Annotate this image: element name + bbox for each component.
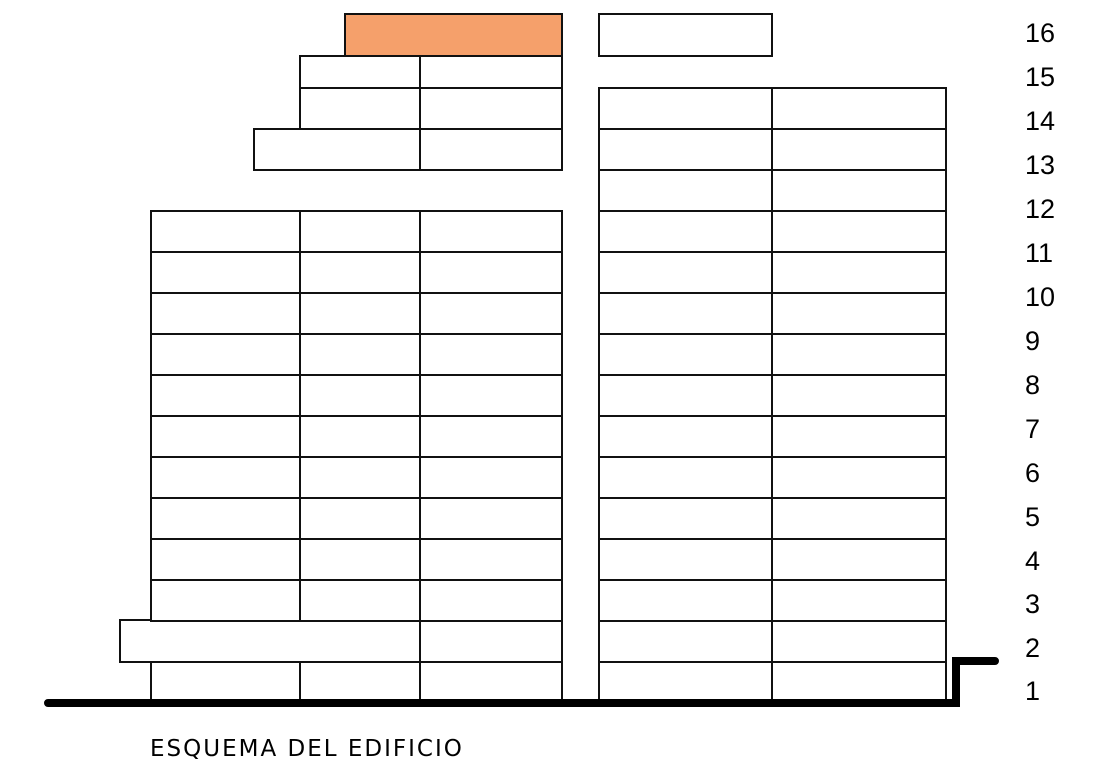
unit-floor-11-left-b [299,251,421,294]
unit-floor-3-right-b [771,579,947,622]
floor-label-16: 16 [1025,18,1055,48]
unit-floor-11-left-c [419,251,563,294]
unit-floor-6-left-c [419,456,563,499]
unit-floor-12-right-b [771,210,947,253]
unit-floor-6-right-a [598,456,773,499]
floor-label-13: 13 [1025,150,1055,180]
floor-label-12: 12 [1025,194,1055,224]
unit-floor-15-left-c [419,55,563,89]
floor-label-2: 2 [1025,633,1040,663]
floor-label-3: 3 [1025,589,1040,619]
floor-label-9: 9 [1025,326,1040,356]
floor-label-5: 5 [1025,502,1040,532]
unit-floor-2-left-c [419,619,563,663]
unit-floor-6-right-b [771,456,947,499]
unit-floor-10-left-a [150,292,301,335]
unit-floor-7-right-b [771,415,947,458]
floor-label-10: 10 [1025,282,1055,312]
unit-floor-1-left-b [299,661,421,701]
unit-floor-9-left-c [419,333,563,376]
unit-floor-10-left-c [419,292,563,335]
unit-floor-3-left-c [419,579,563,622]
unit-floor-16-left-highlighted [344,13,563,57]
unit-floor-14-left-b [299,87,421,130]
unit-floor-5-left-c [419,497,563,540]
unit-floor-5-left-b [299,497,421,540]
unit-floor-13-left-c [419,128,563,171]
floor-label-8: 8 [1025,370,1040,400]
unit-floor-15-left-b [299,55,421,89]
unit-floor-5-right-a [598,497,773,540]
unit-floor-14-left-c [419,87,563,130]
unit-floor-2-left-wide [119,619,421,663]
unit-floor-9-left-b [299,333,421,376]
floor-label-1: 1 [1025,676,1040,706]
unit-floor-4-left-b [299,538,421,581]
unit-floor-10-right-b [771,292,947,335]
unit-floor-1-left-c [419,661,563,701]
unit-floor-15-right-b [771,87,947,130]
unit-floor-7-left-b [299,415,421,458]
floor-label-11: 11 [1025,238,1053,268]
unit-floor-6-left-a [150,456,301,499]
ground-line [44,657,999,707]
unit-floor-2-right-b [771,620,947,663]
floor-label-6: 6 [1025,458,1040,488]
unit-floor-3-right-a [598,579,773,622]
unit-floor-8-right-b [771,374,947,417]
unit-floor-9-right-a [598,333,773,376]
floor-label-7: 7 [1025,414,1040,444]
unit-floor-1-left-a [150,661,301,701]
unit-floor-12-left-b [299,210,421,253]
unit-floor-5-left-a [150,497,301,540]
ground-line-path [44,657,999,707]
unit-floor-10-right-a [598,292,773,335]
unit-floor-10-left-b [299,292,421,335]
unit-floor-9-right-b [771,333,947,376]
unit-floor-11-right-a [598,251,773,294]
unit-floor-14-right-a [598,128,773,171]
unit-floor-12-left-c [419,210,563,253]
unit-floor-2-right-a [598,620,773,663]
unit-floor-9-left-a [150,333,301,376]
unit-floor-3-left-a [150,579,301,622]
unit-floor-13-left-ab [253,128,421,171]
unit-floor-1-right-a [598,661,773,701]
unit-floor-15-right-a [598,87,773,130]
floor-label-14: 14 [1025,106,1055,136]
unit-floor-4-left-c [419,538,563,581]
unit-floor-8-left-a [150,374,301,417]
diagram-caption: ESQUEMA DEL EDIFICIO [150,736,464,762]
floor-label-4: 4 [1025,546,1040,576]
unit-floor-3-left-b [299,579,421,622]
unit-floor-16-right-a [598,13,773,57]
unit-floor-4-right-a [598,538,773,581]
unit-floor-7-left-c [419,415,563,458]
unit-floor-13-right-a [598,169,773,212]
unit-floor-11-right-b [771,251,947,294]
unit-floor-7-right-a [598,415,773,458]
floor-label-15: 15 [1025,62,1055,92]
unit-floor-12-left-a [150,210,301,253]
unit-floor-12-right-a [598,210,773,253]
unit-floor-13-right-b [771,169,947,212]
unit-floor-4-left-a [150,538,301,581]
unit-floor-5-right-b [771,497,947,540]
unit-floor-7-left-a [150,415,301,458]
unit-floor-8-left-b [299,374,421,417]
unit-floor-4-right-b [771,538,947,581]
unit-floor-14-right-b [771,128,947,171]
unit-floor-8-left-c [419,374,563,417]
unit-floor-11-left-a [150,251,301,294]
unit-floor-1-right-b [771,661,947,701]
unit-floor-6-left-b [299,456,421,499]
unit-floor-8-right-a [598,374,773,417]
building-units [119,13,947,701]
